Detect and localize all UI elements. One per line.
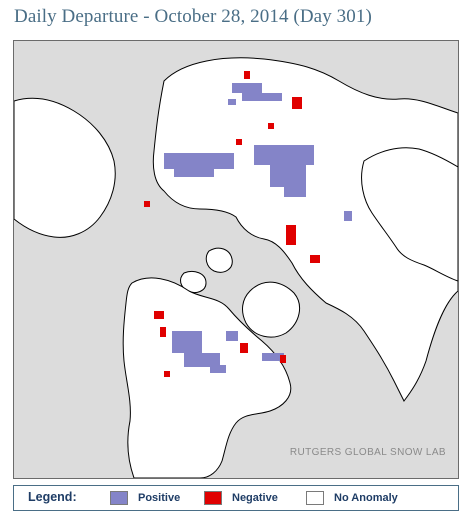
positive-anomaly-regions [164, 83, 352, 373]
legend-item-no-anomaly: No Anomaly [306, 489, 398, 507]
western-landmass [14, 97, 116, 238]
legend-item-negative: Negative [204, 489, 278, 507]
negative-anomaly-regions [144, 71, 320, 377]
legend-label-positive: Positive [138, 492, 181, 504]
arctic-island-2 [180, 270, 207, 294]
greenland-landmass [242, 281, 301, 338]
snow-anomaly-map: RUTGERS GLOBAL SNOW LAB [13, 40, 459, 479]
map-legend: Legend: Positive Negative No Anomaly [13, 485, 459, 511]
legend-item-positive: Positive [110, 489, 180, 507]
data-source-credit: RUTGERS GLOBAL SNOW LAB [289, 447, 446, 458]
legend-title: Legend: [28, 490, 77, 504]
map-title: Daily Departure - October 28, 2014 (Day … [14, 6, 372, 27]
legend-label-negative: Negative [232, 492, 278, 504]
europe-landmass [361, 147, 458, 282]
no-anomaly-swatch [306, 491, 324, 505]
positive-swatch [110, 491, 128, 505]
arctic-island-1 [205, 247, 233, 273]
eurasia-landmass [152, 57, 458, 402]
negative-swatch [204, 491, 222, 505]
legend-label-no-anomaly: No Anomaly [334, 492, 398, 504]
